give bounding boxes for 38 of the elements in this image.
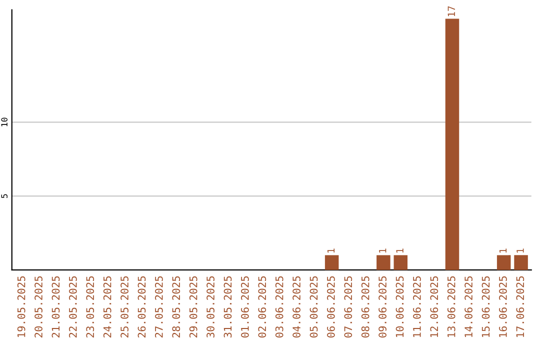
data-label: 1 xyxy=(516,248,524,253)
data-label: 1 xyxy=(379,248,386,253)
x-tick-label: 19.05.2025 xyxy=(17,276,26,337)
x-tick-label: 26.05.2025 xyxy=(138,276,146,338)
x-tick-label: 22.05.2025 xyxy=(68,276,77,338)
x-tick-label: 09.06.2025 xyxy=(378,276,386,338)
x-tick-label: 02.06.2025 xyxy=(258,276,266,338)
x-tick-label: 24.05.2025 xyxy=(103,276,112,338)
data-label: 17 xyxy=(448,6,455,16)
x-tick-label: 03.06.2025 xyxy=(275,276,284,338)
x-tick-label: 20.05.2025 xyxy=(34,276,42,338)
x-tick-label: 16.06.2025 xyxy=(499,276,507,337)
x-tick-label: 08.06.2025 xyxy=(361,276,370,338)
x-tick-label: 31.05.2025 xyxy=(224,276,232,338)
x-tick-label: 11.06.2025 xyxy=(413,276,421,337)
x-tick-label: 01.06.2025 xyxy=(240,276,249,338)
data-label: 1 xyxy=(327,248,335,253)
y-tick-label: 10 xyxy=(1,118,8,126)
x-tick-label: 07.06.2025 xyxy=(344,276,352,338)
x-tick-label: 28.05.2025 xyxy=(172,276,180,338)
x-tick-label: 04.06.2025 xyxy=(292,276,300,338)
x-tick-label: 10.06.2025 xyxy=(396,276,404,337)
data-label: 1 xyxy=(499,248,507,253)
x-tick-label: 23.05.2025 xyxy=(86,276,94,338)
data-label: 1 xyxy=(396,248,404,253)
y-tick-label: 5 xyxy=(1,194,8,198)
x-tick-label: 14.06.2025 xyxy=(464,276,472,337)
x-tick-label: 13.06.2025 xyxy=(447,276,456,337)
x-tick-label: 12.06.2025 xyxy=(430,276,438,337)
x-tick-label: 06.06.2025 xyxy=(326,276,335,338)
x-tick-label: 27.05.2025 xyxy=(154,276,163,338)
x-tick-label: 15.06.2025 xyxy=(482,276,490,337)
x-tick-label: 05.06.2025 xyxy=(310,276,318,338)
x-tick-label: 29.05.2025 xyxy=(189,276,198,338)
x-tick-label: 17.06.2025 xyxy=(516,276,524,337)
x-tick-label: 21.05.2025 xyxy=(52,276,60,338)
x-tick-label: 30.05.2025 xyxy=(206,276,214,338)
x-tick-label: 25.05.2025 xyxy=(120,276,128,338)
